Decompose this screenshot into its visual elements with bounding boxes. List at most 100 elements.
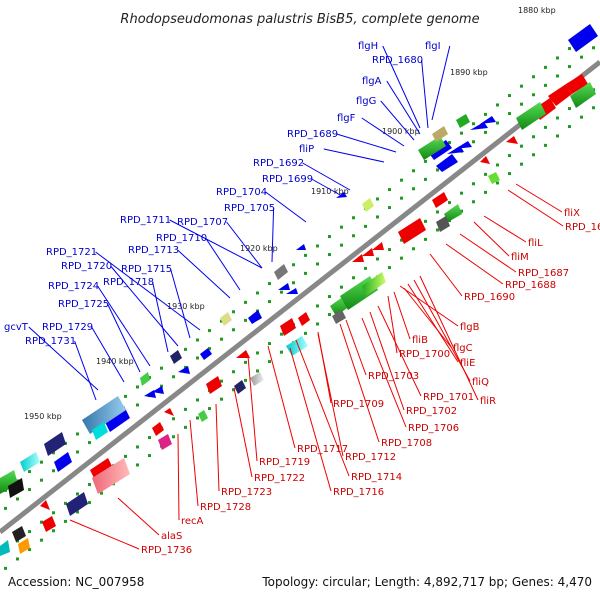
track-tick (40, 538, 43, 542)
track-tick (328, 313, 331, 317)
track-tick (484, 190, 487, 194)
label-connector (110, 265, 179, 347)
label-connector (515, 183, 563, 213)
track-tick (352, 234, 355, 238)
gene-label-reverse: fliM (511, 252, 529, 263)
gene-arrow (398, 218, 426, 244)
track-tick (592, 46, 595, 50)
gene-label-forward: RPD_1689 (287, 129, 338, 140)
gene-arrow (548, 84, 572, 106)
track-tick (28, 548, 31, 552)
gene-arrow (54, 452, 72, 472)
track-tick (280, 350, 283, 354)
track-tick (268, 360, 271, 364)
track-tick (232, 310, 235, 314)
gene-label-reverse: RPD_1722 (254, 473, 305, 484)
rna-block (12, 526, 26, 542)
track-tick (556, 134, 559, 138)
track-tick (532, 135, 535, 139)
gene-arrow (42, 516, 56, 532)
track-tick (28, 470, 31, 474)
gene-label-reverse: RPD_1717 (297, 444, 348, 455)
gene-label-reverse: RPD_1703 (368, 371, 419, 382)
track-tick (424, 159, 427, 163)
label-connector (399, 285, 459, 327)
label-connector (95, 251, 201, 331)
gene-label-forward: RPD_1711 (120, 215, 171, 226)
kbp-label: 1920 kbp (240, 244, 278, 253)
rna-block (198, 410, 208, 422)
gene-arrow (428, 140, 452, 160)
gene-arrow (372, 242, 384, 250)
label-connector (377, 305, 422, 397)
label-connector (413, 279, 471, 382)
gene-arrow (40, 500, 50, 510)
track-tick (316, 244, 319, 248)
track-tick (508, 112, 511, 116)
track-tick (76, 450, 79, 454)
track-tick (580, 55, 583, 59)
track-tick (340, 243, 343, 247)
track-tick (412, 169, 415, 173)
kbp-label: 1880 kbp (518, 6, 556, 15)
rna-block (436, 216, 450, 232)
label-connector (74, 340, 97, 401)
gene-arrow (152, 422, 164, 436)
rna-block (20, 452, 40, 472)
track-tick (280, 332, 283, 336)
track-tick (256, 351, 259, 355)
rna-block (362, 198, 374, 212)
track-tick (232, 388, 235, 392)
gene-arrow (336, 192, 347, 198)
track-tick (568, 125, 571, 129)
gene-label-reverse: RPD_1687 (518, 268, 569, 279)
track-tick (304, 331, 307, 335)
track-tick (448, 141, 451, 145)
track-tick (424, 219, 427, 223)
label-connector (267, 345, 296, 449)
label-connector (177, 249, 231, 299)
rna-block (250, 372, 264, 386)
track-tick (124, 454, 127, 458)
track-tick (388, 188, 391, 192)
gene-arrow (278, 283, 290, 290)
track-tick (184, 347, 187, 351)
rna-block (516, 102, 546, 130)
track-tick (172, 417, 175, 421)
rna-block (8, 478, 24, 498)
track-tick (508, 94, 511, 98)
track-tick (352, 276, 355, 280)
track-tick (484, 112, 487, 116)
track-tick (520, 144, 523, 148)
track-tick (532, 153, 535, 157)
track-tick (592, 106, 595, 110)
gene-label-forward: flgG (356, 96, 376, 107)
kbp-label: 1900 kbp (382, 127, 420, 136)
rna-block (66, 492, 88, 516)
gene-label-reverse: RPD_1728 (200, 502, 251, 513)
label-connector (117, 497, 160, 536)
genome-summary-text: Topology: circular; Length: 4,892,717 bp… (261, 575, 592, 589)
track-tick (376, 197, 379, 201)
track-tick (76, 492, 79, 496)
gene-arrow (480, 116, 496, 124)
track-tick (400, 196, 403, 200)
track-tick (40, 478, 43, 482)
track-tick (244, 300, 247, 304)
track-tick (412, 247, 415, 251)
label-connector (215, 403, 220, 492)
track-tick (244, 378, 247, 382)
gene-arrow (455, 141, 472, 149)
label-connector (323, 148, 385, 163)
label-connector (380, 100, 415, 141)
track-tick (88, 441, 91, 445)
genome-title: Rhodopseudomonas palustris BisB5, comple… (120, 12, 479, 27)
reverse-gene-labels: fliXRPD_1679fliLfliMRPD_1687RPD_1688RPD_… (141, 208, 600, 556)
track-tick (340, 285, 343, 289)
label-connector (403, 287, 452, 348)
track-tick (460, 209, 463, 213)
rna-block (158, 434, 172, 450)
track-tick (40, 460, 43, 464)
track-tick (196, 416, 199, 420)
